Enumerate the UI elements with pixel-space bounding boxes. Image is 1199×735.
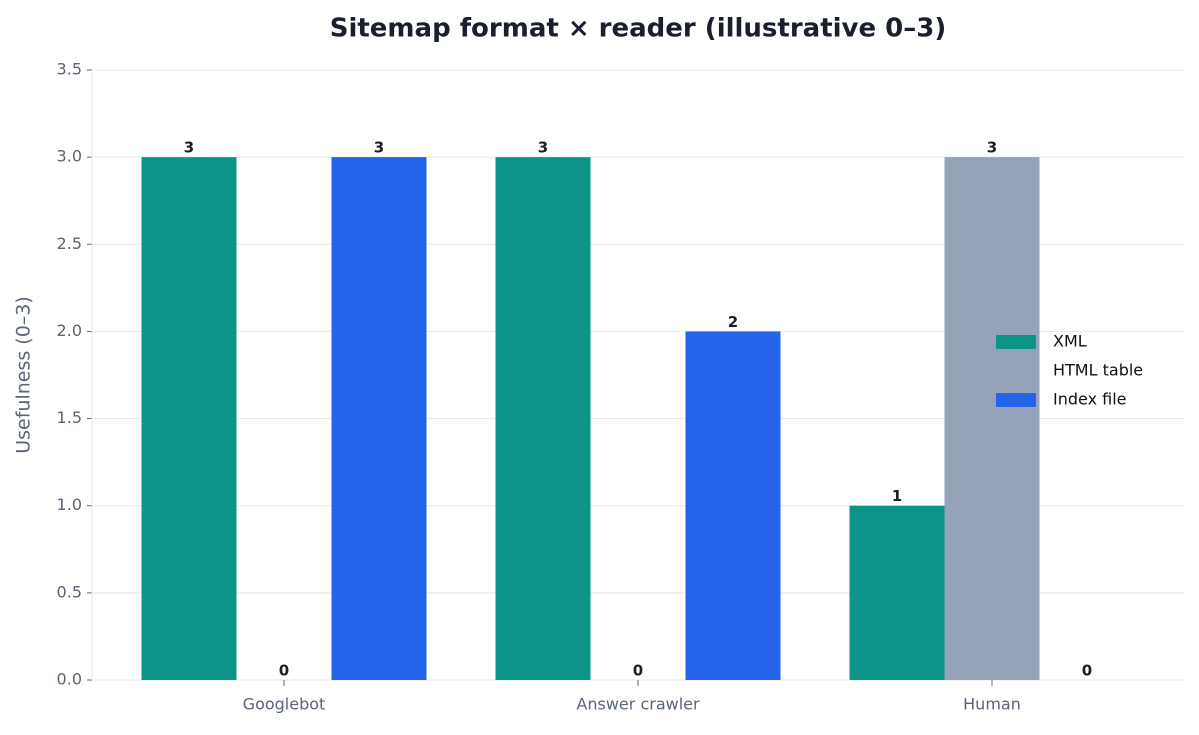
y-tick-label: 1.0 bbox=[57, 495, 82, 514]
x-tick-label: Human bbox=[963, 695, 1021, 714]
y-tick-label: 3.0 bbox=[57, 147, 82, 166]
value-label: 3 bbox=[184, 139, 194, 157]
value-label: 0 bbox=[279, 662, 289, 680]
y-tick-label: 3.5 bbox=[57, 60, 82, 79]
value-label: 1 bbox=[892, 487, 902, 505]
bar bbox=[849, 505, 945, 680]
value-label: 3 bbox=[987, 139, 997, 157]
y-tick-label: 1.5 bbox=[57, 408, 82, 427]
y-axis-label: Usefulness (0–3) bbox=[13, 296, 35, 454]
bar bbox=[944, 157, 1040, 681]
legend-swatch bbox=[996, 393, 1036, 407]
bar bbox=[685, 331, 781, 680]
x-tick-label: Answer crawler bbox=[576, 695, 700, 714]
bar bbox=[331, 157, 427, 681]
legend-label: HTML table bbox=[1053, 361, 1143, 380]
y-tick-label: 0.0 bbox=[57, 670, 82, 689]
legend-swatch bbox=[996, 335, 1036, 349]
y-tick-label: 2.0 bbox=[57, 321, 82, 340]
value-label: 0 bbox=[633, 662, 643, 680]
y-tick-label: 2.5 bbox=[57, 234, 82, 253]
value-label: 0 bbox=[1082, 662, 1092, 680]
value-label: 3 bbox=[538, 139, 548, 157]
legend-label: XML bbox=[1053, 332, 1087, 351]
bar bbox=[141, 157, 237, 681]
x-tick-label: Googlebot bbox=[243, 695, 326, 714]
bar bbox=[495, 157, 591, 681]
legend-label: Index file bbox=[1053, 390, 1127, 409]
legend-swatch bbox=[996, 364, 1036, 378]
value-label: 3 bbox=[374, 139, 384, 157]
value-label: 2 bbox=[728, 313, 738, 331]
chart-title: Sitemap format × reader (illustrative 0–… bbox=[330, 14, 947, 44]
y-tick-label: 0.5 bbox=[57, 582, 82, 601]
